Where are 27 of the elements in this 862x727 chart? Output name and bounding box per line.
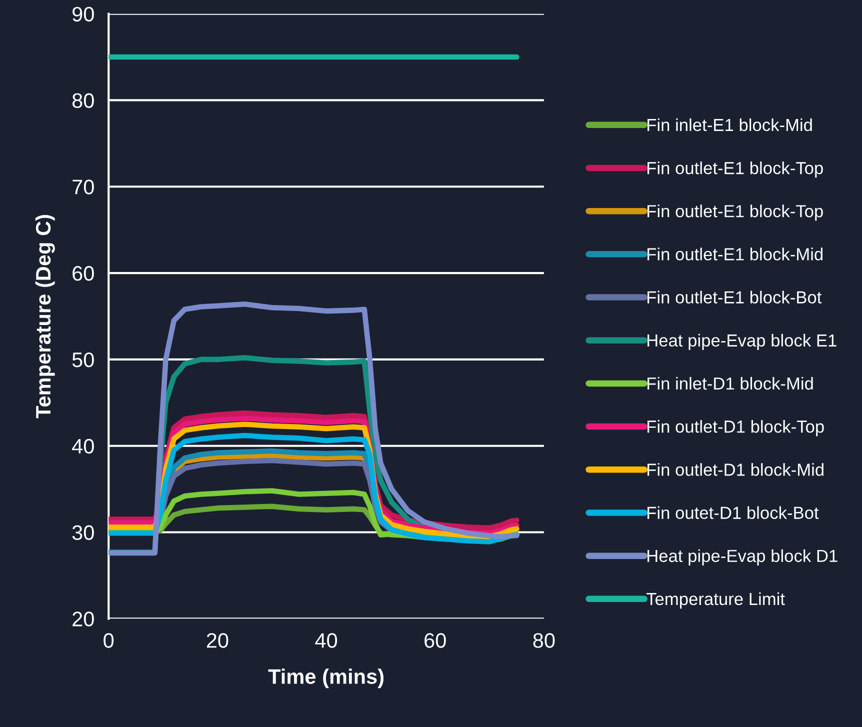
- y-tick-label: 90: [72, 6, 94, 22]
- x-axis-title: Time (mins): [268, 668, 384, 688]
- x-tick-label: 60: [424, 633, 446, 648]
- y-tick-label: 40: [72, 438, 94, 454]
- x-tick-label: 40: [315, 633, 338, 648]
- legend-label: Fin outlet-E1 block-Mid: [648, 248, 823, 260]
- legend-label: Fin inlet-D1 block-Mid: [648, 376, 813, 390]
- y-axis-title: Temperature (Deg C): [35, 215, 55, 418]
- legend-label: Heat pipe-Evap block E1: [648, 334, 836, 350]
- x-tick-label: 80: [533, 633, 555, 648]
- legend-label: Fin outlet-E1 block-Top: [648, 204, 823, 221]
- y-tick-label: 30: [72, 525, 94, 540]
- y-tick-label: 70: [72, 180, 94, 194]
- legend-label: Fin outet-D1 block-Bot: [648, 506, 819, 519]
- legend-label: Fin outlet-E1 block-Top: [648, 161, 823, 178]
- legend-label: Fin outlet-E1 block-Bot: [648, 290, 822, 304]
- legend-label: Fin inlet-E1 block-Mid: [648, 118, 812, 132]
- y-tick-label: 20: [72, 612, 94, 626]
- y-tick-label: 60: [72, 266, 94, 281]
- legend-label: Fin outlet-D1 block-Top: [648, 420, 824, 436]
- legend-label: Temperature Limit: [646, 592, 785, 609]
- x-tick-label: 20: [206, 633, 228, 648]
- y-tick-label: 80: [72, 93, 94, 108]
- x-tick-label: 0: [104, 633, 114, 648]
- legend-label: Heat pipe-Evap block D1: [648, 549, 838, 566]
- legend-label: Fin outlet-D1 block-Mid: [648, 463, 824, 476]
- y-tick-label: 50: [72, 352, 94, 368]
